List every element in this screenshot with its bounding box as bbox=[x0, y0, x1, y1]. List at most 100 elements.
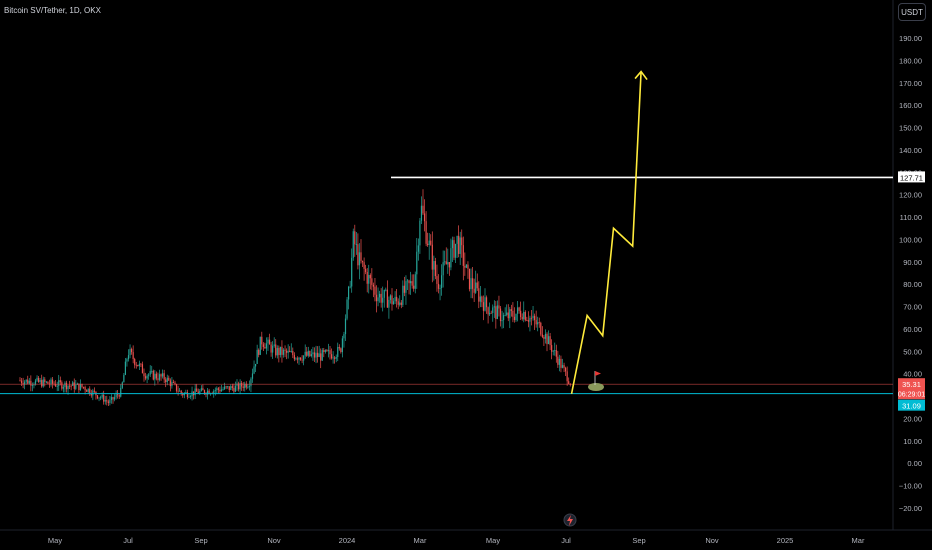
candle-body bbox=[217, 388, 219, 390]
candle-body bbox=[251, 373, 254, 379]
candle-body bbox=[104, 400, 106, 402]
candle-body bbox=[493, 306, 495, 308]
candle-body bbox=[165, 379, 167, 383]
candle-body bbox=[152, 370, 154, 380]
candle-body bbox=[296, 358, 299, 360]
candle-body bbox=[540, 322, 542, 335]
lightning-event-icon[interactable] bbox=[563, 513, 577, 527]
candle-body bbox=[315, 352, 317, 358]
candle-body bbox=[318, 353, 320, 358]
candle-body bbox=[462, 245, 464, 266]
candle-body bbox=[222, 388, 224, 390]
candle-body bbox=[166, 377, 168, 383]
candle-body bbox=[267, 339, 269, 344]
y-tick-label: 150.00 bbox=[899, 124, 922, 133]
candle-body bbox=[458, 235, 460, 254]
candle-body bbox=[428, 240, 430, 245]
candle-body bbox=[203, 390, 206, 394]
candle-body bbox=[509, 309, 511, 319]
candle-body bbox=[417, 245, 419, 252]
candle-body bbox=[343, 334, 345, 339]
candle-body bbox=[337, 347, 339, 357]
candle-body bbox=[532, 315, 534, 319]
candle-body bbox=[93, 390, 95, 392]
y-tick-label: 90.00 bbox=[903, 258, 922, 267]
candle-body bbox=[423, 213, 426, 222]
candle-body bbox=[470, 278, 472, 290]
candle-body bbox=[329, 350, 331, 355]
candle-body bbox=[56, 386, 58, 387]
candle-body bbox=[420, 205, 423, 221]
candle-body bbox=[382, 297, 384, 303]
y-tick-label: 50.00 bbox=[903, 347, 922, 356]
candle-body bbox=[286, 350, 288, 353]
candle-body bbox=[568, 381, 570, 384]
candle-body bbox=[482, 302, 485, 311]
candle-body bbox=[268, 339, 271, 345]
candle-body bbox=[188, 396, 190, 398]
x-tick-label: Sep bbox=[194, 536, 207, 545]
candle-body bbox=[115, 394, 117, 398]
candle-body bbox=[501, 320, 503, 322]
candle-body bbox=[148, 374, 150, 376]
candle-body bbox=[25, 379, 27, 382]
candle-body bbox=[495, 306, 497, 319]
candle-body bbox=[526, 320, 528, 321]
candle-body bbox=[366, 271, 368, 284]
candle-body bbox=[547, 336, 550, 345]
candle-body bbox=[106, 400, 108, 402]
candle-body bbox=[351, 257, 353, 287]
candle-body bbox=[81, 383, 83, 387]
candle-body bbox=[208, 390, 210, 395]
x-tick-label: Nov bbox=[705, 536, 719, 545]
candle-body bbox=[544, 333, 547, 339]
candle-body bbox=[475, 282, 477, 293]
candle-body bbox=[524, 311, 526, 321]
candle-body bbox=[39, 380, 41, 382]
candle-body bbox=[253, 366, 255, 374]
candle-body bbox=[453, 240, 455, 258]
candle-body bbox=[289, 350, 291, 352]
candle-body bbox=[565, 367, 567, 372]
candle-body bbox=[275, 344, 277, 356]
candle-body bbox=[537, 322, 539, 325]
candle-body bbox=[326, 350, 328, 352]
candle-body bbox=[247, 386, 249, 388]
currency-unit-button[interactable]: USDT bbox=[898, 3, 926, 21]
candle-body bbox=[67, 385, 69, 390]
support-price-tag: 31.09 bbox=[902, 402, 921, 411]
x-tick-label: Mar bbox=[852, 536, 865, 545]
candle-body bbox=[451, 240, 454, 249]
candle-body bbox=[448, 262, 450, 268]
candle-body bbox=[530, 317, 533, 319]
candle-body bbox=[504, 314, 506, 316]
candle-body bbox=[352, 231, 354, 258]
candle-body bbox=[431, 244, 433, 270]
candle-body bbox=[163, 373, 165, 380]
candle-body bbox=[546, 333, 548, 345]
candle-body bbox=[282, 349, 285, 355]
candle-body bbox=[250, 378, 252, 387]
candle-body bbox=[213, 390, 215, 394]
candle-body bbox=[411, 281, 413, 286]
candle-body bbox=[389, 295, 392, 300]
candle-body bbox=[140, 363, 142, 365]
candle-body bbox=[33, 384, 35, 386]
candle-body bbox=[64, 382, 66, 388]
candle-body bbox=[261, 336, 263, 345]
countdown-timer: 06:29:01 bbox=[898, 392, 925, 399]
candle-body bbox=[434, 261, 436, 277]
candle-body bbox=[402, 285, 404, 305]
candle-body bbox=[248, 386, 250, 388]
candle-body bbox=[309, 350, 311, 357]
candle-body bbox=[124, 361, 126, 375]
candle-body bbox=[346, 299, 348, 319]
candle-body bbox=[174, 382, 176, 385]
candle-body bbox=[279, 346, 281, 356]
candle-body bbox=[44, 379, 46, 383]
candle-body bbox=[214, 390, 216, 392]
x-tick-label: May bbox=[486, 536, 500, 545]
candle-body bbox=[439, 288, 441, 289]
candle-body bbox=[38, 377, 40, 382]
